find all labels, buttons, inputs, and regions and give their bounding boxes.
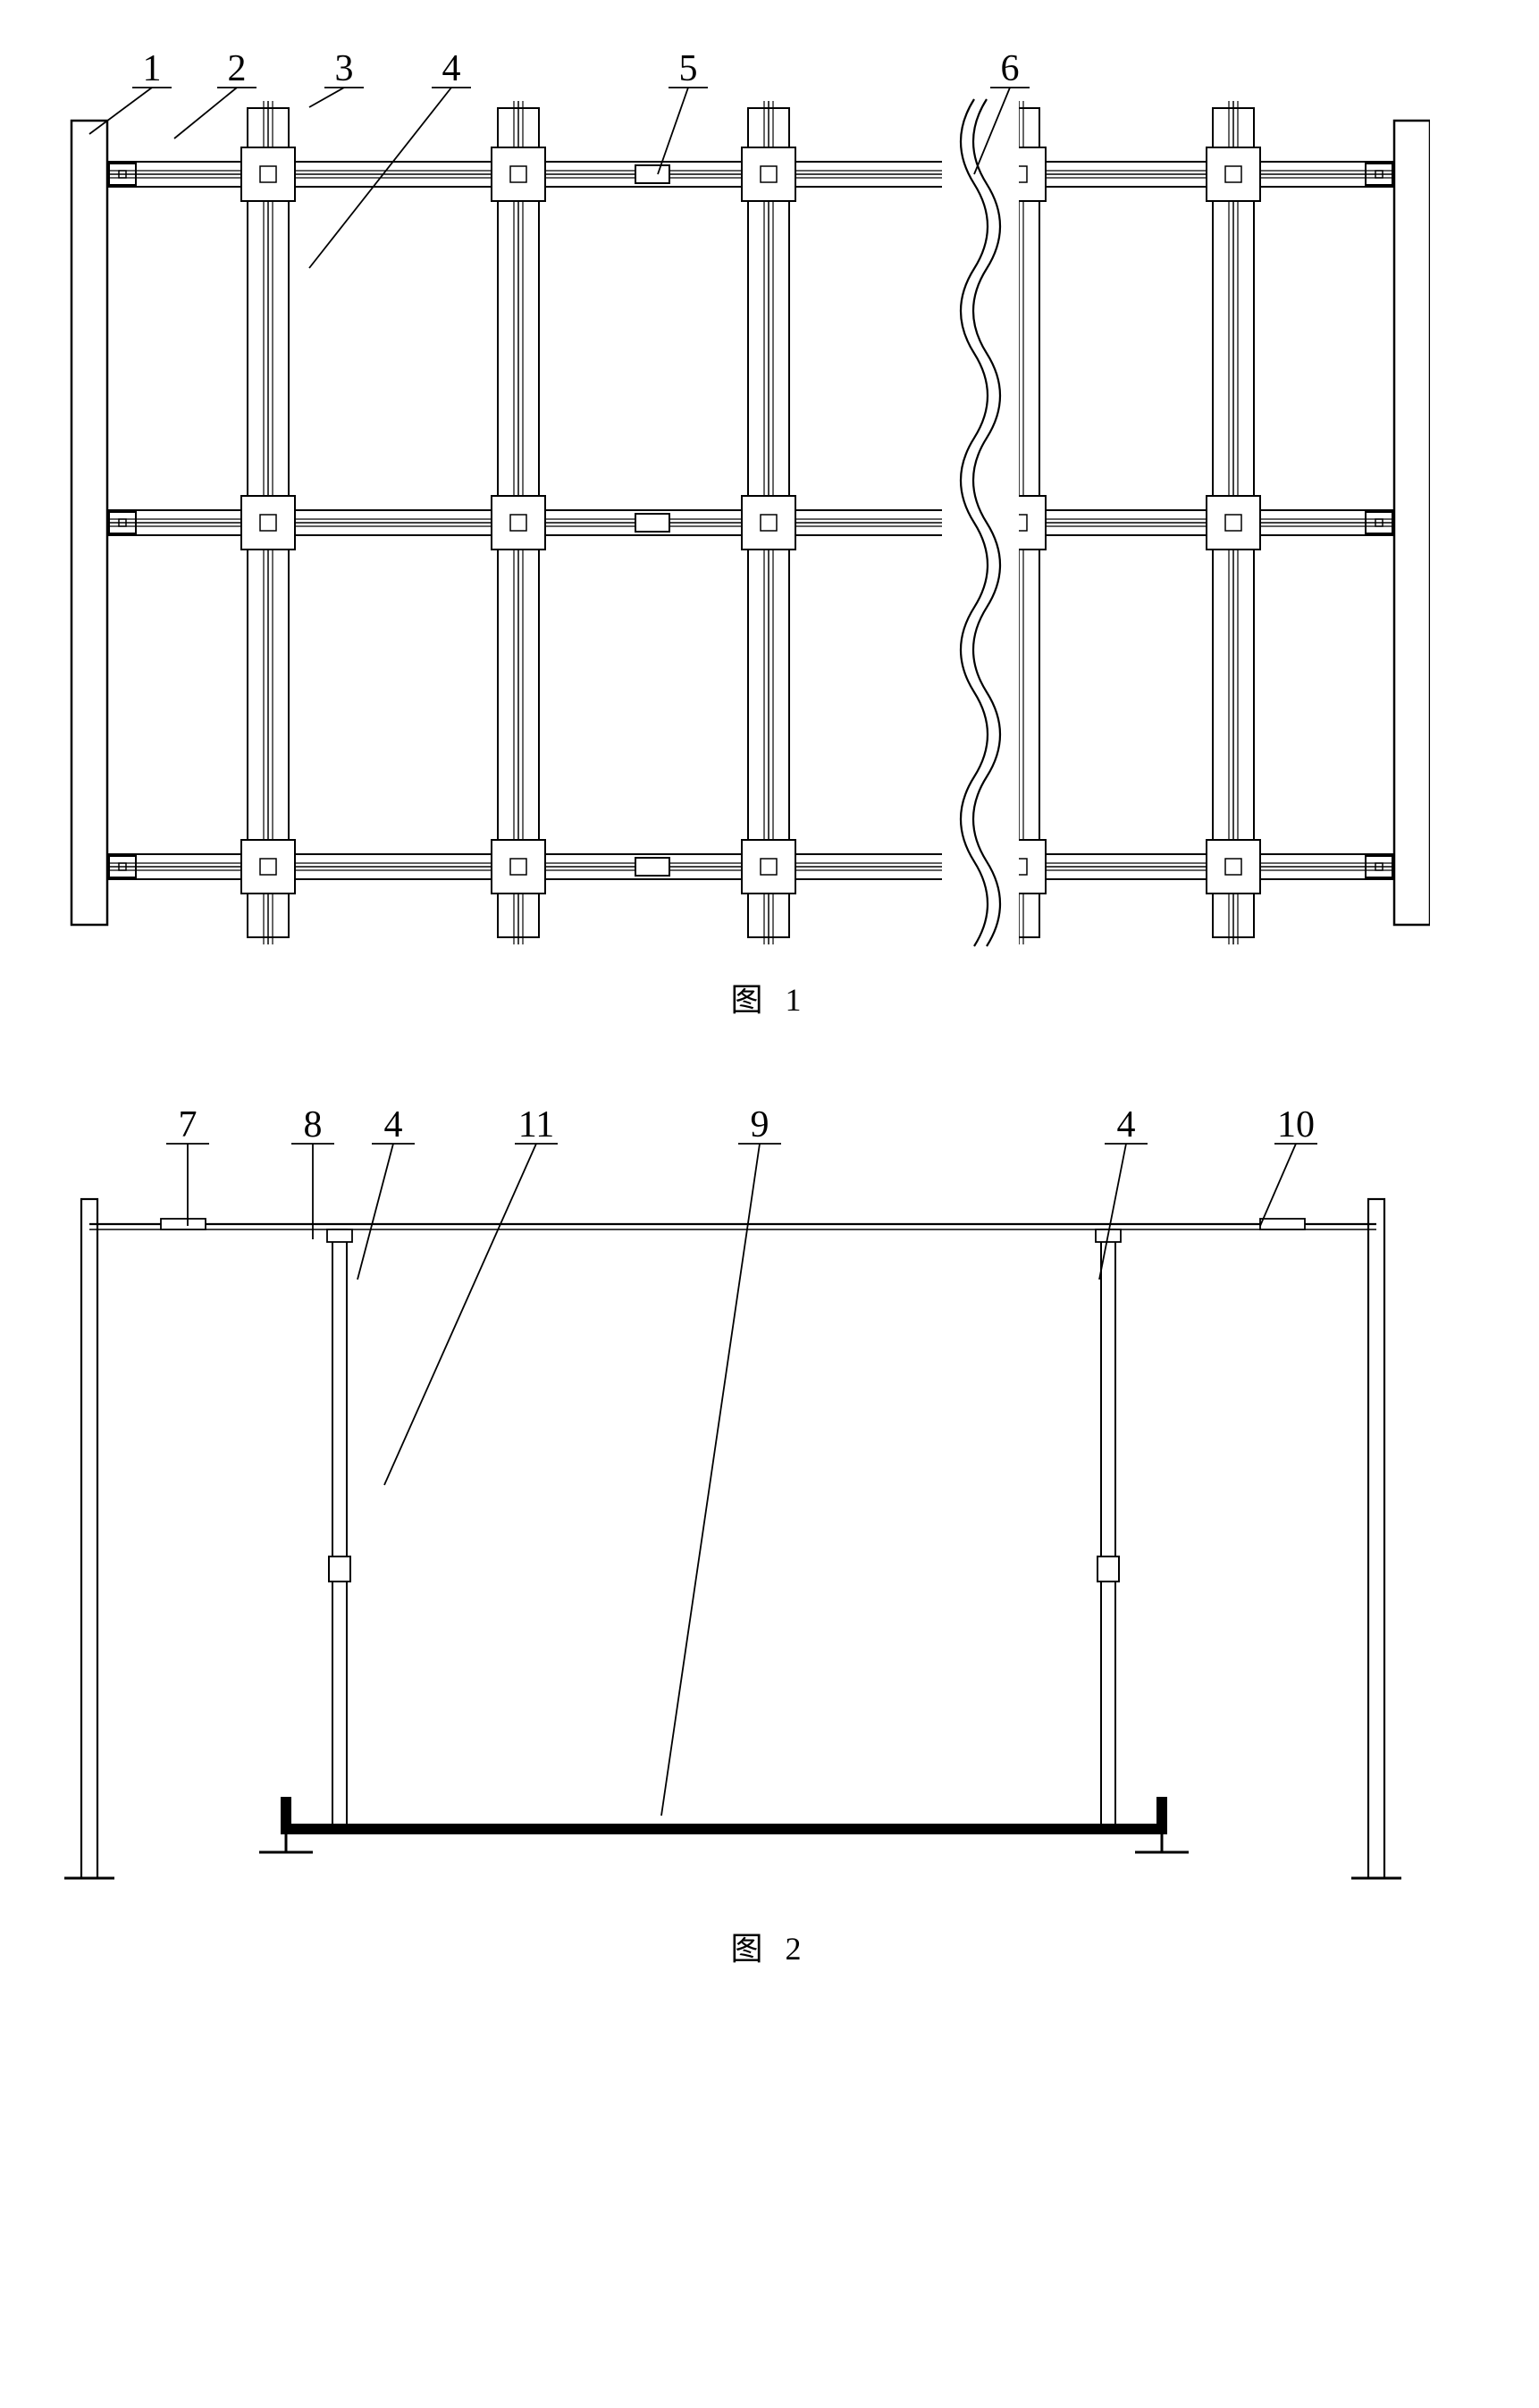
svg-text:2: 2 bbox=[228, 48, 247, 89]
figure-2-caption: 图 2 bbox=[36, 1923, 1503, 1969]
svg-text:8: 8 bbox=[304, 1104, 323, 1145]
figure-1-caption: 图 1 bbox=[36, 974, 1503, 1020]
svg-text:11: 11 bbox=[518, 1104, 554, 1145]
figure-1-diagram: 1 2 3 4 5 6 bbox=[36, 36, 1430, 947]
svg-text:1: 1 bbox=[143, 48, 162, 89]
svg-text:7: 7 bbox=[179, 1104, 198, 1145]
svg-text:6: 6 bbox=[1001, 48, 1020, 89]
svg-text:9: 9 bbox=[751, 1104, 770, 1145]
svg-text:10: 10 bbox=[1277, 1104, 1315, 1145]
svg-text:4: 4 bbox=[1117, 1104, 1136, 1145]
svg-text:3: 3 bbox=[335, 48, 354, 89]
svg-text:4: 4 bbox=[442, 48, 461, 89]
svg-text:5: 5 bbox=[679, 48, 698, 89]
figure-2-diagram: 7 8 4 11 9 4 10 bbox=[36, 1092, 1430, 1896]
svg-text:4: 4 bbox=[384, 1104, 403, 1145]
